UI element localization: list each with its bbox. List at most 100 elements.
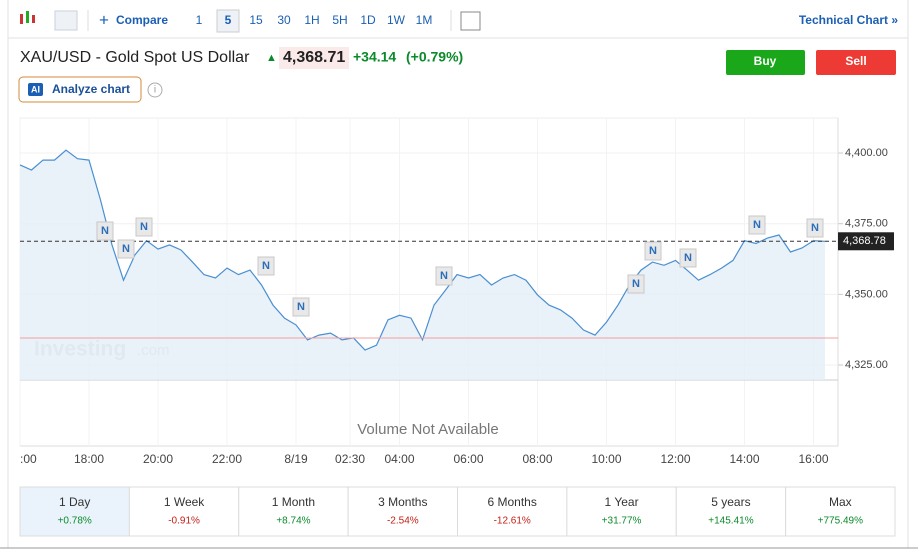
buy-label: Buy [754, 54, 777, 68]
x-tick-label: 16:00 [798, 452, 828, 466]
y-tick-label: 4,325.00 [845, 359, 888, 371]
period-change: -2.54% [387, 516, 419, 527]
news-marker-label: N [811, 222, 819, 234]
icon-part [20, 14, 23, 24]
period-change: -12.61% [494, 516, 531, 527]
x-tick-label: 18:00 [74, 452, 104, 466]
x-tick-label: 10:00 [591, 452, 621, 466]
news-marker[interactable] [806, 218, 824, 238]
interval-button[interactable]: 5H [332, 13, 347, 27]
interval-button[interactable]: 1D [360, 13, 376, 27]
candle-icon[interactable] [20, 11, 35, 24]
period-change: +145.41% [708, 516, 753, 527]
news-marker-label: N [262, 260, 270, 272]
period-name: 6 Months [488, 495, 537, 509]
icon-part [32, 15, 35, 23]
x-tick-label: 20:00 [143, 452, 173, 466]
period-name: Max [829, 495, 852, 509]
ai-badge-bg [28, 83, 43, 96]
price-area [20, 150, 825, 380]
analyze-button[interactable] [18, 76, 142, 103]
news-marker-label: N [649, 245, 657, 257]
news-marker[interactable] [627, 274, 645, 294]
news-marker-label: N [753, 219, 761, 231]
news-marker[interactable] [257, 256, 275, 276]
price: 4,368.71 [283, 49, 345, 66]
x-tick-label: 12:00 [660, 452, 690, 466]
period-name: 1 Month [272, 495, 315, 509]
interval-button[interactable]: 30 [277, 13, 291, 27]
period-change: +8.74% [276, 516, 310, 527]
period-change: +775.49% [818, 516, 863, 527]
period-name: 1 Week [164, 495, 205, 509]
period-change: +31.77% [602, 516, 642, 527]
news-marker-label: N [101, 225, 109, 237]
ai-badge: AI [31, 84, 40, 94]
info-icon[interactable] [147, 82, 163, 98]
x-tick-label: 02:30 [335, 452, 365, 466]
area-icon[interactable] [54, 10, 78, 31]
x-tick-label: :00 [20, 452, 37, 466]
interval-button[interactable]: 1W [387, 13, 406, 27]
technical-chart-link[interactable]: Technical Chart » [799, 13, 898, 27]
interval-button[interactable]: 1 [196, 13, 203, 27]
news-marker-label: N [122, 243, 130, 255]
period-cell[interactable] [785, 486, 896, 537]
period-bar: 1 Day +0.78% 1 Week -0.91% 1 Month +8.74% 3 Mo… [19, 486, 896, 537]
y-tick-label: 4,375.00 [845, 218, 888, 230]
news-marker-label: N [297, 301, 305, 313]
x-tick-label: 22:00 [212, 452, 242, 466]
interval-button[interactable]: 1H [304, 13, 319, 27]
period-name: 1 Day [59, 495, 90, 509]
last-price-label: 4,368.78 [843, 235, 886, 247]
y-tick-label: 4,400.00 [845, 147, 888, 159]
active-interval-bg [216, 9, 240, 33]
buy-button[interactable] [726, 50, 805, 75]
x-tick-label: 14:00 [729, 452, 759, 466]
layout-icon[interactable] [460, 11, 481, 31]
x-tick-label: 08:00 [522, 452, 552, 466]
period-cell[interactable] [19, 486, 130, 537]
news-marker[interactable] [679, 248, 697, 268]
news-marker-label: N [632, 278, 640, 290]
up-arrow: ▲ [266, 52, 277, 64]
price-line [19, 149, 826, 351]
news-marker[interactable] [644, 241, 662, 261]
period-cell[interactable] [566, 486, 677, 537]
period-name: 1 Year [605, 495, 639, 509]
period-name: 3 Months [378, 495, 427, 509]
last-price-box [838, 232, 894, 251]
x-tick-label: 8/19 [284, 452, 308, 466]
plus-icon: + [99, 10, 109, 29]
interval-button[interactable]: 1M [416, 13, 433, 27]
period-change: +0.78% [58, 516, 92, 527]
news-marker[interactable] [435, 266, 453, 286]
compare-button[interactable]: Compare [116, 13, 168, 27]
x-tick-label: 06:00 [453, 452, 483, 466]
news-marker[interactable] [292, 297, 310, 317]
news-marker[interactable] [96, 221, 114, 241]
change-pct: (+0.79%) [406, 49, 463, 65]
instrument-title: XAU/USD - Gold Spot US Dollar [20, 49, 250, 66]
volume-note: Volume Not Available [357, 421, 498, 438]
period-name: 5 years [711, 495, 750, 509]
period-cell[interactable] [347, 486, 458, 537]
y-tick-label: 4,350.00 [845, 288, 888, 300]
news-marker-label: N [140, 221, 148, 233]
news-marker-label: N [684, 252, 692, 264]
news-marker[interactable] [135, 217, 153, 237]
analyze-label: Analyze chart [52, 82, 130, 96]
news-marker[interactable] [748, 215, 766, 235]
period-cell[interactable] [675, 486, 787, 537]
news-marker[interactable] [117, 239, 135, 259]
news-marker-label: N [440, 270, 448, 282]
period-change: -0.91% [168, 516, 200, 527]
sell-label: Sell [845, 54, 866, 68]
interval-button[interactable]: 15 [249, 13, 263, 27]
interval-button[interactable]: 5 [225, 13, 232, 27]
info-glyph: i [154, 85, 156, 96]
price-bg [279, 47, 349, 69]
icon-part [26, 11, 29, 23]
sell-button[interactable] [816, 50, 896, 75]
